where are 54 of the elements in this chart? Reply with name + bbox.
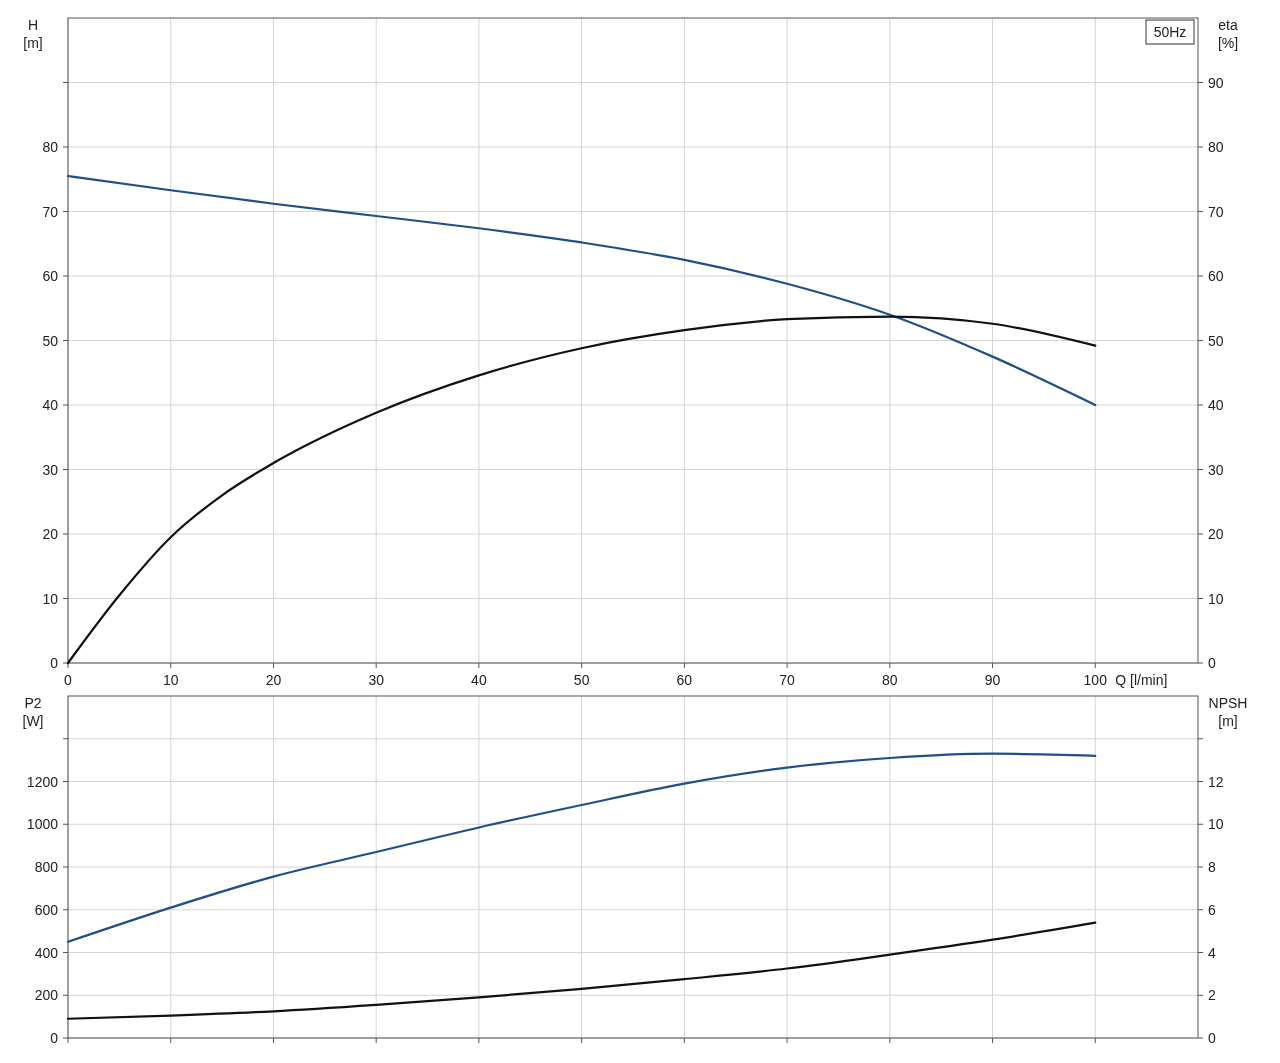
y2-tick-label: 2 <box>1208 987 1216 1004</box>
y-tick-label: 1000 <box>26 816 59 833</box>
x-tick-label: 30 <box>368 672 385 688</box>
y-tick-label: 80 <box>42 139 59 155</box>
x-tick-label: 80 <box>882 672 898 688</box>
y2-tick-label: 20 <box>1208 526 1224 542</box>
y2-tick-label: 30 <box>1208 461 1224 478</box>
y-tick-label: 1200 <box>26 773 59 790</box>
y2-tick-label: 80 <box>1208 139 1224 155</box>
y2-axis-title: eta [%] <box>1217 17 1239 51</box>
x-tick-label: 20 <box>265 672 282 688</box>
line-series <box>66 921 1097 1020</box>
y-tick-label: 400 <box>34 944 59 961</box>
line-series <box>66 174 1097 407</box>
y-tick-label: 200 <box>34 987 59 1004</box>
x-axis-title: Q [l/min] <box>1115 672 1168 688</box>
y2-axis-title: NPSH [m] <box>1208 695 1248 729</box>
y2-tick-label: 0 <box>1208 1030 1216 1046</box>
y2-tick-label: 4 <box>1208 944 1216 961</box>
y-tick-label: 600 <box>34 901 59 918</box>
annotation: 50Hz <box>1153 24 1187 40</box>
x-tick-label: 100 <box>1083 672 1108 688</box>
y2-tick-label: 10 <box>1208 590 1224 607</box>
y2-tick-label: 10 <box>1208 816 1224 833</box>
y-axis-title: H [m] <box>23 17 43 51</box>
y-tick-label: 800 <box>34 859 59 875</box>
y-tick-label: 70 <box>42 203 59 220</box>
y-tick-label: 10 <box>42 590 59 607</box>
y2-tick-label: 50 <box>1208 332 1224 349</box>
x-tick-label: 40 <box>471 672 487 688</box>
line-series <box>66 315 1097 665</box>
y2-tick-label: 40 <box>1208 397 1224 413</box>
y2-tick-label: 0 <box>1208 655 1216 671</box>
y-tick-label: 50 <box>42 332 59 349</box>
y-tick-label: 0 <box>50 655 59 671</box>
x-tick-label: 70 <box>779 672 796 688</box>
y2-tick-label: 8 <box>1208 859 1216 875</box>
line-series <box>66 752 1097 943</box>
y2-tick-label: 6 <box>1208 901 1216 918</box>
x-tick-label: 50 <box>573 672 590 688</box>
y2-tick-label: 70 <box>1208 203 1224 220</box>
y-tick-label: 30 <box>42 461 59 478</box>
x-tick-label: 60 <box>676 672 693 688</box>
y-tick-label: 0 <box>50 1030 59 1046</box>
y2-tick-label: 60 <box>1208 268 1224 284</box>
x-tick-label: 0 <box>64 672 73 688</box>
y-tick-label: 40 <box>42 397 59 413</box>
y-axis-title: P2 [W] <box>22 695 44 729</box>
y-tick-label: 20 <box>42 526 59 542</box>
y-tick-label: 60 <box>42 268 59 284</box>
x-tick-label: 10 <box>162 672 179 688</box>
y2-tick-label: 90 <box>1208 74 1224 91</box>
x-tick-label: 90 <box>984 672 1001 688</box>
y2-tick-label: 12 <box>1208 773 1224 790</box>
